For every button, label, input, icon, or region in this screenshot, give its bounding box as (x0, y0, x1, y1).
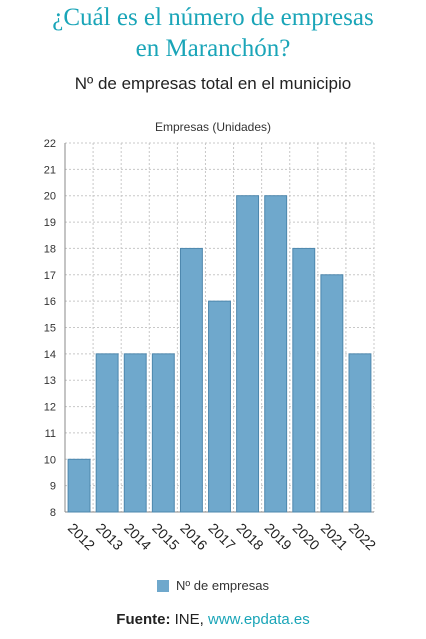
y-axis-label: Empresas (Unidades) (155, 120, 271, 134)
title-line-1: ¿Cuál es el número de empresas (52, 4, 374, 31)
x-tick-label: 2017 (205, 520, 238, 553)
y-tick-label: 10 (44, 454, 56, 466)
chart-title: Nº de empresas total en el municipio (74, 74, 352, 93)
y-tick-label: 11 (45, 428, 56, 440)
y-tick-label: 22 (44, 138, 56, 150)
bar-2016[interactable] (179, 247, 203, 513)
x-axis-ticks: 2012201320142015201620172018201920202021… (65, 520, 379, 553)
bar-2017[interactable] (208, 300, 231, 513)
y-tick-label: 16 (44, 296, 56, 308)
x-tick-label: 2015 (149, 520, 182, 553)
bar-2012[interactable] (67, 458, 91, 513)
x-tick-label: 2018 (233, 520, 266, 553)
page-title: ¿Cuál es el número de empresas en Maranc… (0, 2, 426, 64)
source-footer: Fuente: INE, www.epdata.es (0, 611, 426, 628)
y-tick-label: 12 (44, 402, 56, 414)
chart-bars (67, 195, 372, 513)
bar-2014[interactable] (123, 353, 147, 513)
bar-2021[interactable] (320, 274, 344, 513)
bar-2015[interactable] (151, 353, 175, 513)
y-tick-label: 17 (44, 270, 56, 282)
y-tick-label: 8 (50, 507, 56, 519)
y-tick-label: 21 (44, 164, 56, 176)
x-tick-label: 2019 (262, 520, 295, 553)
y-tick-label: 19 (44, 217, 56, 229)
bar-2022[interactable] (348, 353, 372, 513)
bar-2013[interactable] (95, 353, 119, 513)
x-tick-label: 2016 (177, 520, 210, 553)
x-tick-label: 2013 (93, 520, 126, 553)
x-tick-label: 2022 (346, 520, 379, 553)
bar-chart: Empresas (Unidades) 8 9 10 11 12 13 14 15 16 17 18… (44, 120, 380, 553)
bar-2018[interactable] (236, 195, 260, 513)
y-tick-label: 13 (44, 375, 56, 387)
x-tick-label: 2012 (65, 520, 98, 553)
source-label: Fuente: (116, 611, 171, 628)
y-axis-ticks: 8 9 10 11 12 13 14 15 16 17 18 19 20 21 22 (44, 138, 56, 519)
source-link[interactable]: www.epdata.es (207, 611, 310, 628)
bar-2020[interactable] (292, 247, 316, 513)
bar-2019[interactable] (264, 195, 288, 513)
source-name: INE, (174, 611, 204, 628)
x-tick-label: 2021 (318, 520, 351, 553)
legend-label: Nº de empresas (176, 578, 269, 593)
y-tick-label: 14 (44, 349, 56, 361)
title-line-2: en Maranchón? (135, 35, 291, 62)
y-tick-label: 20 (44, 191, 56, 203)
y-tick-label: 9 (50, 481, 56, 493)
legend-swatch (157, 579, 170, 592)
x-tick-label: 2020 (290, 520, 323, 553)
y-tick-label: 15 (44, 323, 56, 335)
y-tick-label: 18 (44, 243, 56, 255)
x-tick-label: 2014 (121, 520, 154, 553)
chart-legend: Nº de empresas (0, 578, 426, 593)
chart-grid (64, 142, 375, 513)
